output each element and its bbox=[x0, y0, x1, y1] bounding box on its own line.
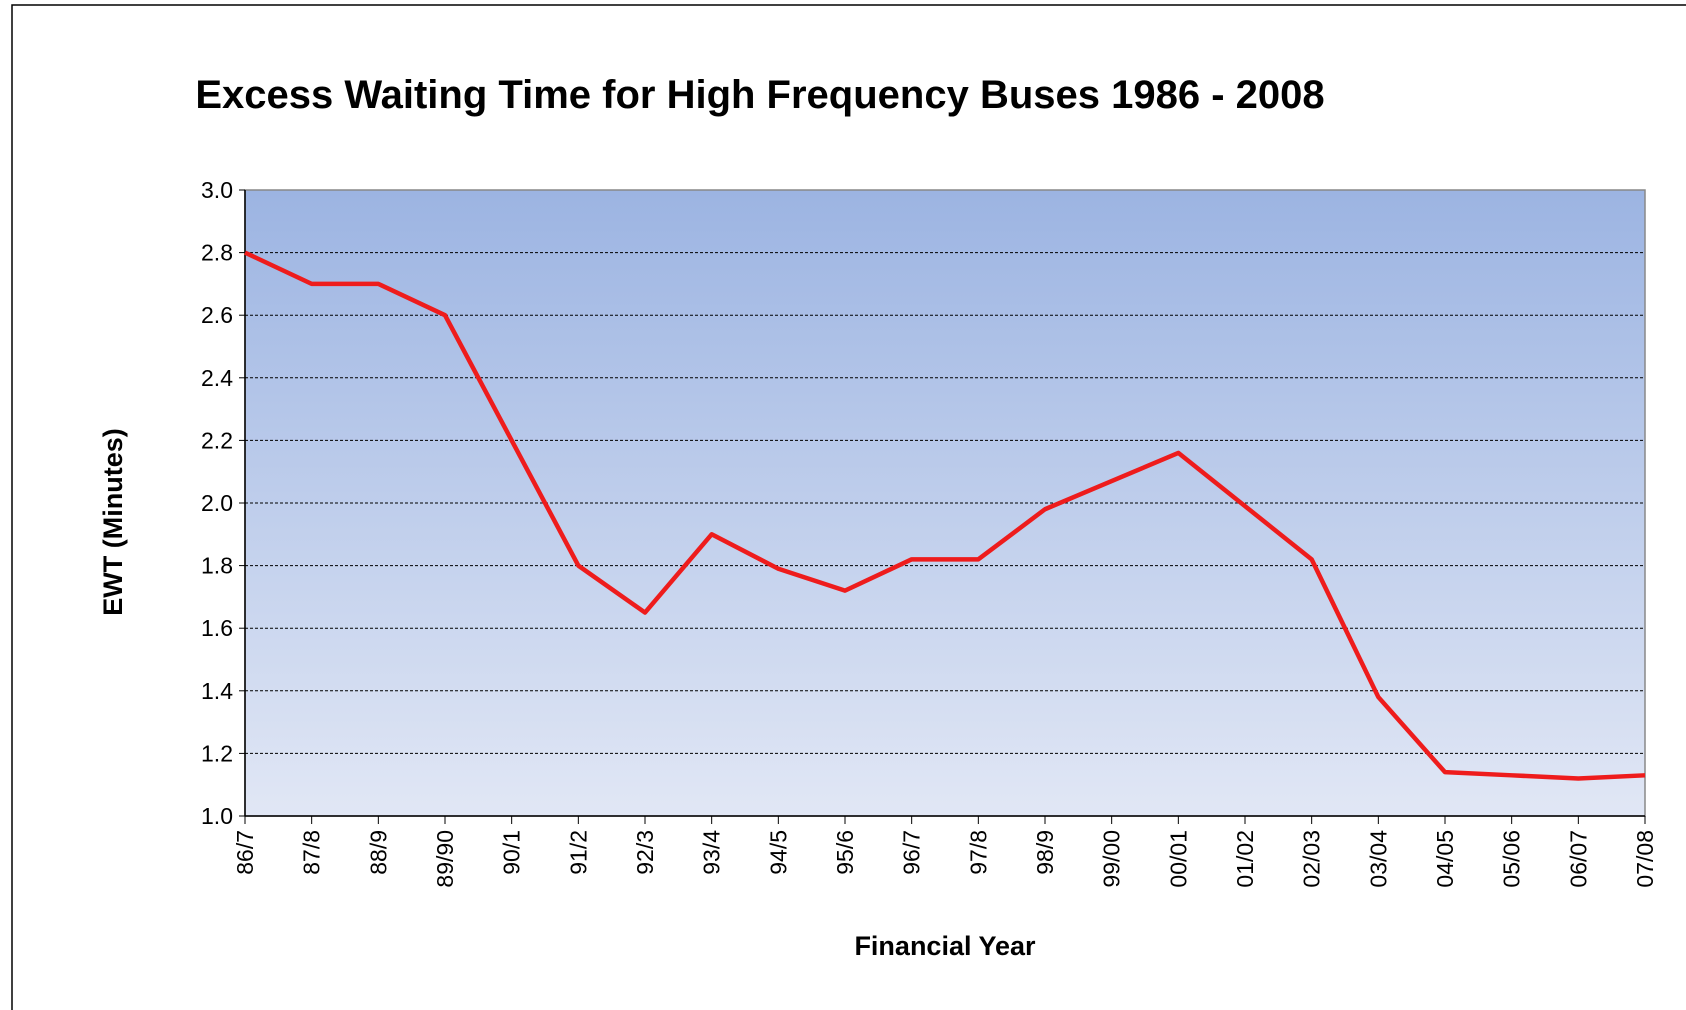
x-tick-label: 07/08 bbox=[1632, 830, 1658, 888]
x-tick-label: 87/8 bbox=[299, 830, 325, 875]
x-tick-label: 99/00 bbox=[1099, 830, 1125, 888]
x-tick-label: 00/01 bbox=[1165, 830, 1191, 888]
x-tick-label: 94/5 bbox=[765, 830, 791, 875]
x-tick-label: 91/2 bbox=[565, 830, 591, 875]
y-tick-label: 2.0 bbox=[201, 490, 233, 516]
data-line bbox=[244, 250, 1646, 781]
x-tick-label: 96/7 bbox=[899, 830, 925, 875]
x-tick-label: 06/07 bbox=[1565, 830, 1591, 888]
y-tick-label: 1.6 bbox=[201, 615, 233, 641]
y-tick-label: 1.8 bbox=[201, 553, 233, 579]
y-tick-label: 1.2 bbox=[201, 740, 233, 766]
y-tick-label: 3.0 bbox=[201, 177, 233, 203]
x-tick-label: 05/06 bbox=[1499, 830, 1525, 888]
x-tick-label: 95/6 bbox=[832, 830, 858, 875]
x-tick-label: 93/4 bbox=[699, 830, 725, 875]
y-tick-label: 2.8 bbox=[201, 240, 233, 266]
x-axis-label: Financial Year bbox=[854, 931, 1036, 961]
x-tick-label: 86/7 bbox=[232, 830, 258, 875]
x-tick-label: 04/05 bbox=[1432, 830, 1458, 888]
y-tick-label: 1.4 bbox=[201, 678, 233, 704]
x-tick-label: 03/04 bbox=[1365, 830, 1391, 888]
x-tick-label: 98/9 bbox=[1032, 830, 1058, 875]
x-tick-label: 88/9 bbox=[365, 830, 391, 875]
x-tick-label: 92/3 bbox=[632, 830, 658, 875]
x-tick-label: 97/8 bbox=[965, 830, 991, 875]
chart-title: Excess Waiting Time for High Frequency B… bbox=[195, 73, 1324, 117]
y-axis-label: EWT (Minutes) bbox=[98, 428, 128, 615]
x-tick-label: 02/03 bbox=[1299, 830, 1325, 888]
y-tick-label: 2.4 bbox=[201, 365, 233, 391]
y-tick-label: 2.2 bbox=[201, 427, 233, 453]
y-tick-label: 1.0 bbox=[201, 803, 233, 829]
x-tick-label: 89/90 bbox=[432, 830, 458, 888]
y-tick-label: 2.6 bbox=[201, 302, 233, 328]
x-tick-label: 90/1 bbox=[499, 830, 525, 875]
x-tick-label: 01/02 bbox=[1232, 830, 1258, 888]
